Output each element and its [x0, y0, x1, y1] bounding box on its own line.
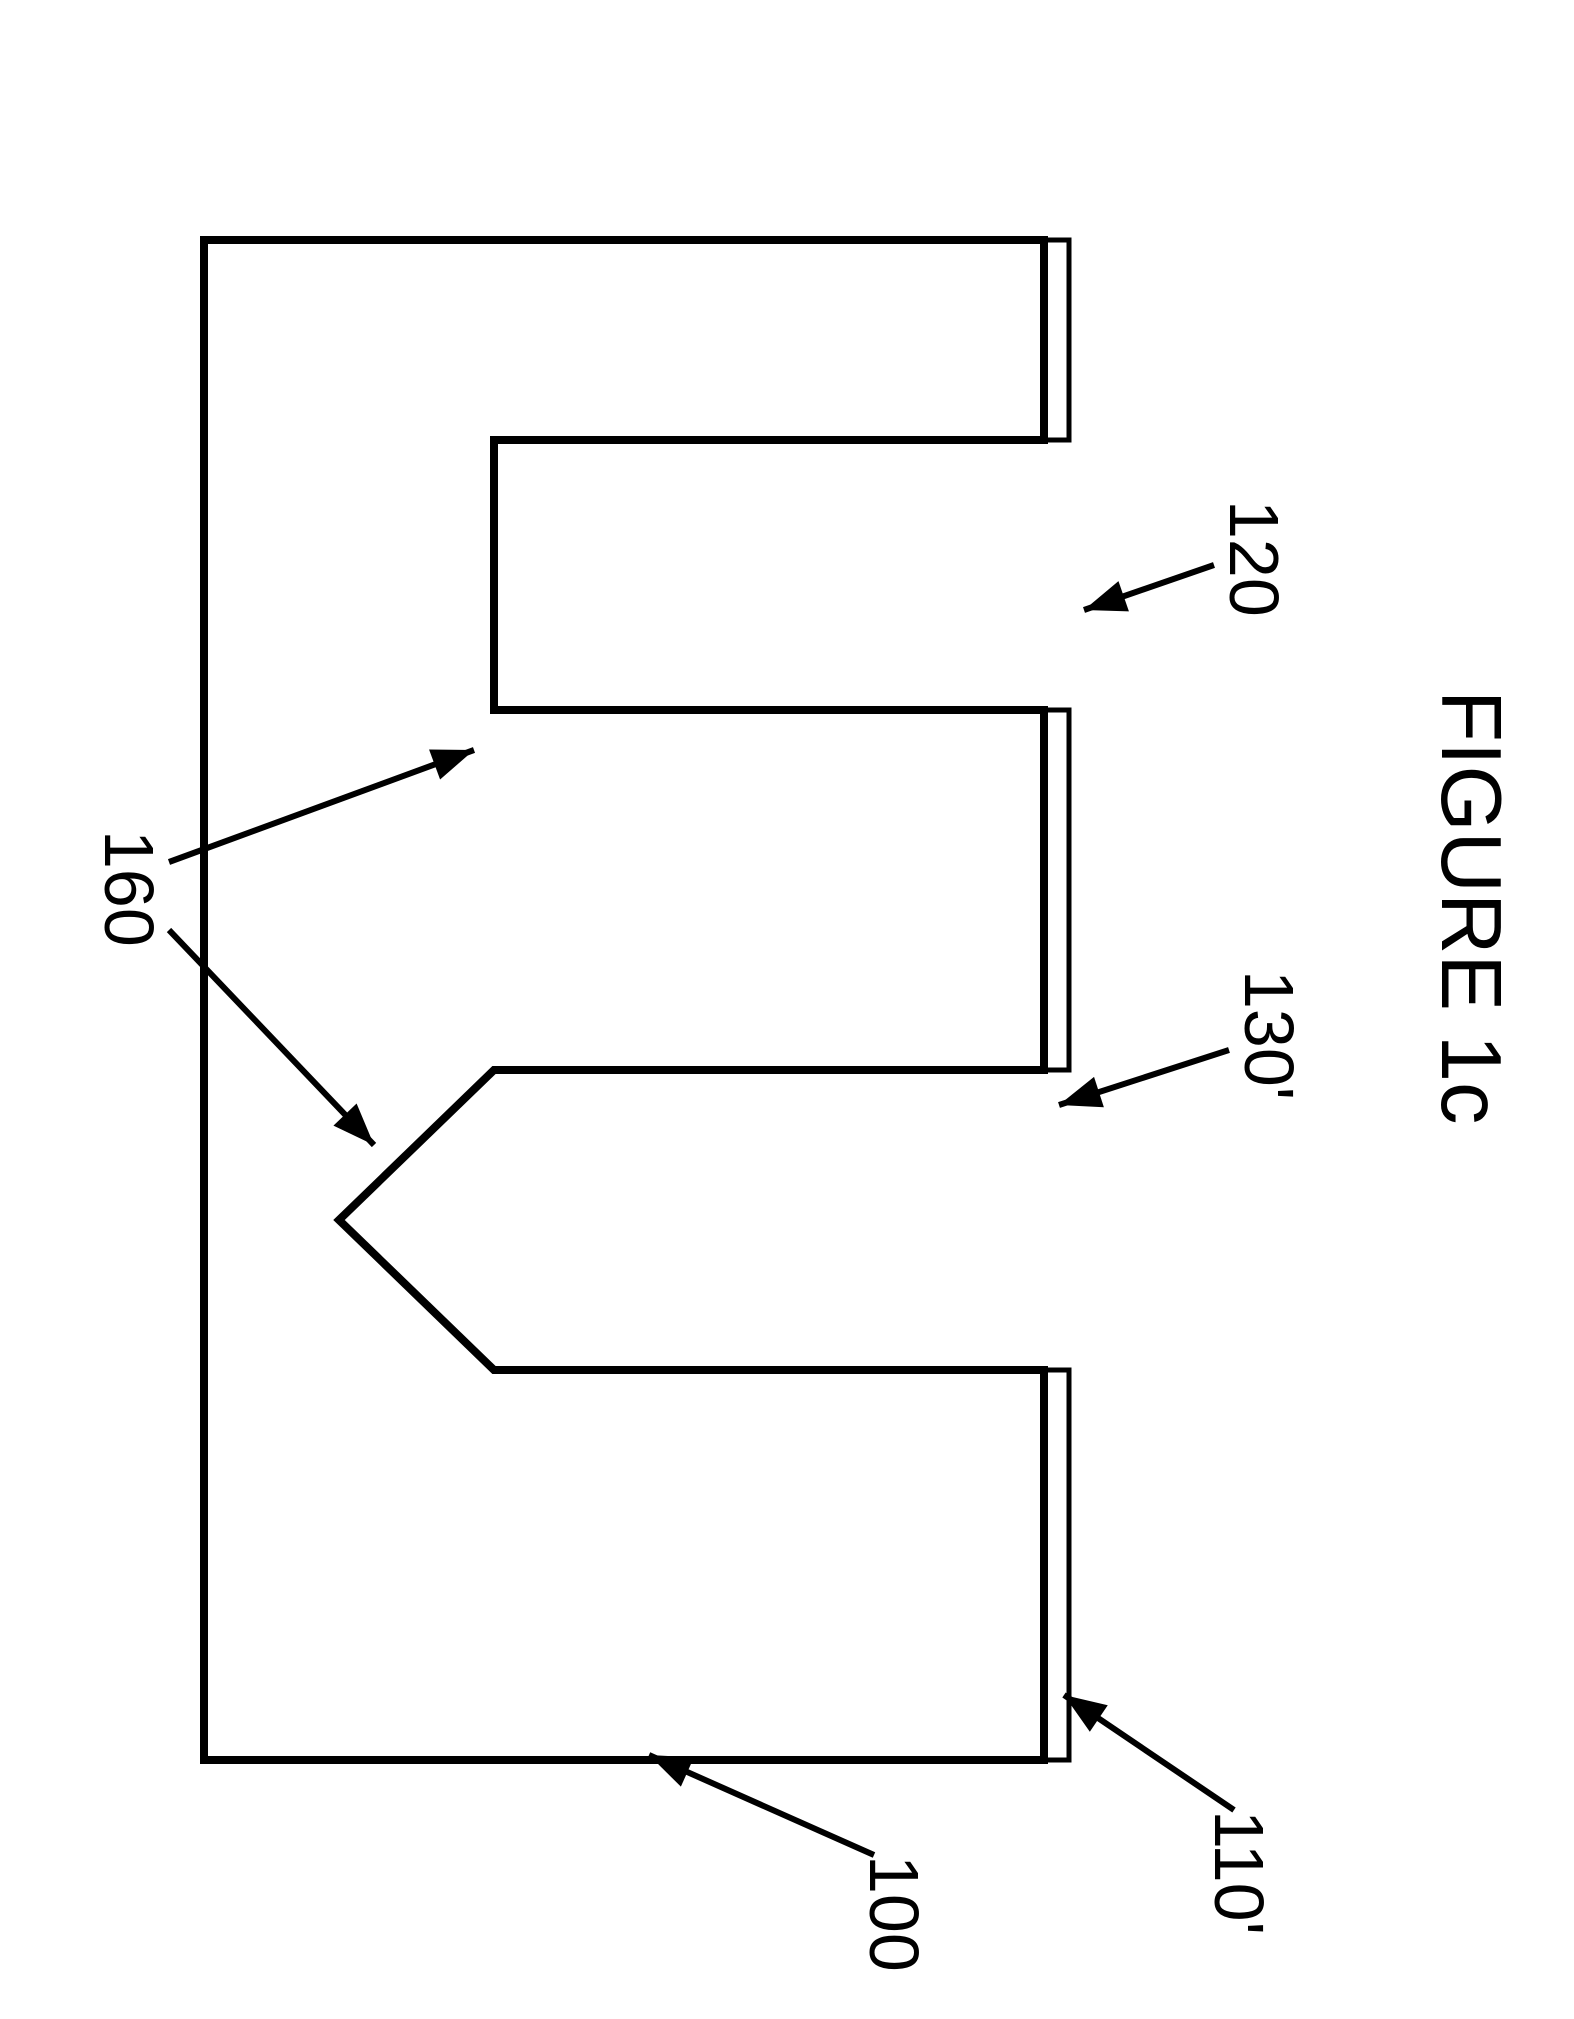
label-120: 120 — [1219, 500, 1289, 617]
geometry-group — [169, 240, 1234, 1855]
label-130-prime: 130' — [1234, 970, 1304, 1100]
stage: FIGURE 1c 120 130' 110' 100 160 — [0, 0, 1574, 2019]
label-110-prime: 110' — [1204, 1810, 1274, 1935]
label-160: 160 — [94, 830, 164, 947]
figure-wrap: FIGURE 1c 120 130' 110' 100 160 — [0, 0, 1574, 2019]
figure-title: FIGURE 1c — [1421, 690, 1519, 1125]
figure-svg — [0, 0, 1574, 2019]
label-100: 100 — [859, 1855, 929, 1972]
